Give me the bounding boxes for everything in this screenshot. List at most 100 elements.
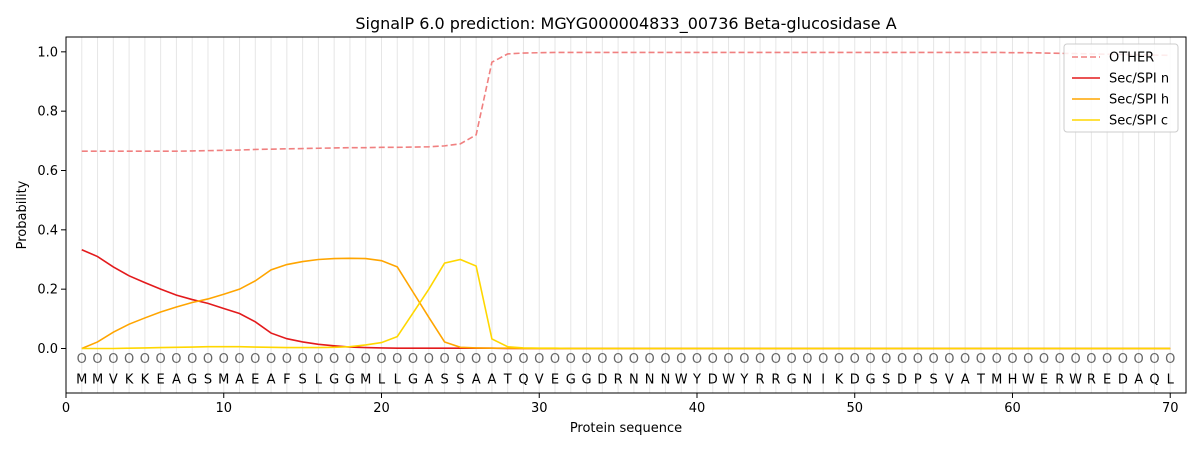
plot-frame [65, 36, 1187, 394]
residue-position-marker: O [282, 352, 292, 367]
residue-position-marker: O [865, 352, 875, 367]
residue-position-marker: O [376, 352, 386, 367]
residue-letter: Q [1149, 373, 1159, 388]
series-line [81, 248, 1171, 350]
residue-position-marker: O [1007, 352, 1017, 367]
residue-letter: H [1008, 373, 1018, 388]
residue-position-marker: O [881, 352, 891, 367]
y-tick-label: 1.0 [37, 45, 58, 60]
residue-position-marker: O [850, 352, 860, 367]
residue-letter: R [1055, 373, 1064, 388]
residue-position-marker: O [108, 352, 118, 367]
residue-letter: M [76, 373, 87, 388]
residue-letter: L [394, 373, 402, 388]
residue-letter: S [204, 373, 212, 388]
residue-letter: V [535, 373, 544, 388]
residue-position-marker: O [92, 352, 102, 367]
residue-position-marker: O [234, 352, 244, 367]
residue-letter: N [645, 373, 655, 388]
residue-position-marker: O [313, 352, 323, 367]
residue-letter: K [835, 373, 844, 388]
residue-letter: G [865, 373, 875, 388]
residue-letter: D [850, 373, 860, 388]
residue-position-marker: O [187, 352, 197, 367]
residue-position-marker: O [298, 352, 308, 367]
residue-letter: R [756, 373, 765, 388]
residue-letter: S [929, 373, 937, 388]
residue-position-marker: O [487, 352, 497, 367]
residue-letter: M [218, 373, 229, 388]
residue-position-marker: O [755, 352, 765, 367]
sequence-layer: OMOMOVOKOKOEOAOGOSOMOAOEOAOFOSOLOGOGOMOL… [76, 352, 1175, 388]
residue-position-marker: O [897, 352, 907, 367]
residue-letter: K [125, 373, 134, 388]
legend-box [1063, 43, 1179, 133]
residue-letter: V [109, 373, 118, 388]
residue-position-marker: O [723, 352, 733, 367]
residue-letter: S [440, 373, 448, 388]
residue-letter: N [661, 373, 671, 388]
residue-position-marker: O [1023, 352, 1033, 367]
residue-letter: R [1087, 373, 1096, 388]
residue-position-marker: O [613, 352, 623, 367]
axes-layer: 0 10 20 30 40 50 60 70 0.0 0.2 0.4 0.6 0.8 1.0 [37, 45, 1178, 416]
x-tick-label: 50 [846, 401, 863, 416]
residue-position-marker: O [345, 352, 355, 367]
residue-position-marker: O [692, 352, 702, 367]
residue-letter: M [991, 373, 1002, 388]
residue-letter: A [1134, 373, 1143, 388]
residue-letter: W [1069, 373, 1082, 388]
x-tick-label: 40 [689, 401, 706, 416]
residue-position-marker: O [992, 352, 1002, 367]
residue-letter: A [961, 373, 970, 388]
residue-letter: A [267, 373, 276, 388]
residue-position-marker: O [629, 352, 639, 367]
residue-position-marker: O [928, 352, 938, 367]
residue-letter: M [92, 373, 103, 388]
residue-letter: G [345, 373, 355, 388]
residue-letter: L [1167, 373, 1175, 388]
residue-letter: N [803, 373, 813, 388]
residue-position-marker: O [660, 352, 670, 367]
residue-position-marker: O [566, 352, 576, 367]
series-layer [81, 51, 1171, 350]
residue-position-marker: O [676, 352, 686, 367]
residue-letter: A [235, 373, 244, 388]
residue-position-marker: O [203, 352, 213, 367]
residue-position-marker: O [140, 352, 150, 367]
residue-position-marker: O [818, 352, 828, 367]
residue-letter: G [408, 373, 418, 388]
y-tick-label: 0.2 [37, 283, 58, 298]
residue-letter: W [675, 373, 688, 388]
residue-position-marker: O [171, 352, 181, 367]
x-tick-label: 70 [1162, 401, 1179, 416]
residue-position-marker: O [1102, 352, 1112, 367]
residue-letter: E [157, 373, 165, 388]
residue-position-marker: O [787, 352, 797, 367]
residue-letter: S [882, 373, 890, 388]
residue-letter: G [187, 373, 197, 388]
residue-position-marker: O [77, 352, 87, 367]
residue-position-marker: O [534, 352, 544, 367]
residue-position-marker: O [960, 352, 970, 367]
residue-letter: R [614, 373, 623, 388]
residue-position-marker: O [518, 352, 528, 367]
residue-position-marker: O [944, 352, 954, 367]
residue-position-marker: O [124, 352, 134, 367]
residue-letter: S [298, 373, 306, 388]
x-tick-label: 30 [531, 401, 548, 416]
residue-position-marker: O [802, 352, 812, 367]
residue-letter: A [487, 373, 496, 388]
residue-position-marker: O [392, 352, 402, 367]
residue-letter: K [141, 373, 150, 388]
residue-letter: Y [739, 373, 748, 388]
residue-position-marker: O [471, 352, 481, 367]
residue-letter: E [1040, 373, 1048, 388]
residue-position-marker: O [1118, 352, 1128, 367]
residue-position-marker: O [503, 352, 513, 367]
x-tick-label: 0 [62, 401, 70, 416]
y-tick-label: 0.6 [37, 164, 58, 179]
residue-position-marker: O [771, 352, 781, 367]
residue-position-marker: O [913, 352, 923, 367]
residue-letter: F [283, 373, 290, 388]
